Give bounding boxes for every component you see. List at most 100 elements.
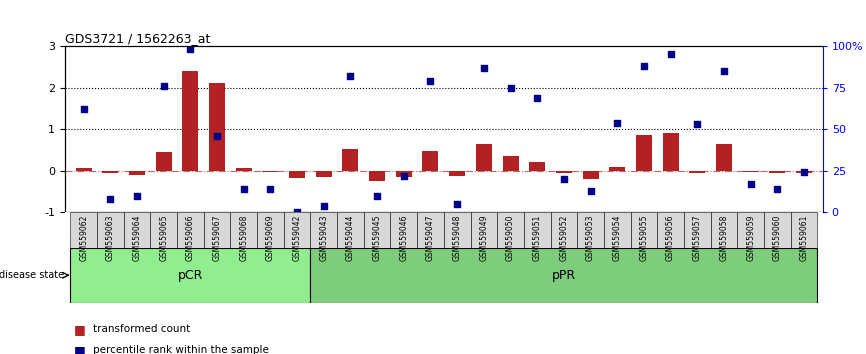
Bar [289, 171, 305, 178]
Bar [662, 133, 679, 171]
Text: GSM559048: GSM559048 [453, 214, 462, 261]
Point [584, 188, 598, 194]
Text: GSM559054: GSM559054 [613, 214, 622, 261]
Text: GSM559068: GSM559068 [239, 214, 249, 261]
Bar [391, 212, 417, 248]
Text: GSM559059: GSM559059 [746, 214, 755, 261]
Bar [396, 171, 412, 177]
Point [423, 78, 437, 84]
Point [717, 68, 731, 74]
Text: GSM559043: GSM559043 [320, 214, 328, 261]
Text: ■: ■ [74, 344, 86, 354]
Text: GSM559042: GSM559042 [293, 214, 301, 261]
Text: GSM559058: GSM559058 [720, 214, 728, 261]
Point [210, 133, 224, 139]
Text: GSM559062: GSM559062 [79, 214, 88, 261]
Bar [97, 212, 124, 248]
Bar [630, 212, 657, 248]
Point [157, 83, 171, 89]
Point [637, 63, 651, 69]
Point [557, 176, 571, 182]
Text: GSM559053: GSM559053 [586, 214, 595, 261]
Text: pCR: pCR [178, 269, 203, 282]
Bar [310, 212, 337, 248]
Text: GSM559061: GSM559061 [799, 214, 809, 261]
Bar [737, 212, 764, 248]
Bar [70, 212, 97, 248]
Text: GDS3721 / 1562263_at: GDS3721 / 1562263_at [65, 32, 210, 45]
Text: GSM559056: GSM559056 [666, 214, 675, 261]
Text: pPR: pPR [552, 269, 576, 282]
Bar [657, 212, 684, 248]
Bar [209, 84, 225, 171]
Bar [156, 152, 171, 171]
Bar [764, 212, 791, 248]
Point [77, 107, 91, 112]
Text: GSM559069: GSM559069 [266, 214, 275, 261]
Point [690, 121, 704, 127]
Bar [689, 171, 705, 173]
Bar [769, 171, 785, 173]
Bar [743, 171, 759, 172]
Point [290, 210, 304, 215]
Bar [610, 167, 625, 171]
Text: ■: ■ [74, 323, 86, 336]
Point [317, 203, 331, 209]
Bar [716, 144, 732, 171]
Text: GSM559046: GSM559046 [399, 214, 408, 261]
Point [236, 186, 250, 192]
Bar [310, 248, 818, 303]
Text: GSM559045: GSM559045 [372, 214, 382, 261]
Text: GSM559050: GSM559050 [506, 214, 515, 261]
Bar [578, 212, 604, 248]
Bar [183, 71, 198, 171]
Bar [369, 171, 385, 181]
Point [530, 95, 544, 101]
Point [103, 196, 117, 202]
Bar [284, 212, 310, 248]
Point [184, 46, 197, 52]
Bar [604, 212, 630, 248]
Text: GSM559066: GSM559066 [186, 214, 195, 261]
Bar [316, 171, 332, 177]
Bar [711, 212, 737, 248]
Text: GSM559052: GSM559052 [559, 214, 568, 261]
Point [477, 65, 491, 70]
Text: transformed count: transformed count [93, 324, 190, 334]
Text: GSM559055: GSM559055 [639, 214, 649, 261]
Point [611, 120, 624, 125]
Bar [524, 212, 551, 248]
Bar [583, 171, 598, 179]
Bar [236, 168, 252, 171]
Bar [796, 171, 812, 173]
Point [797, 170, 811, 175]
Bar [791, 212, 818, 248]
Bar [337, 212, 364, 248]
Text: GSM559051: GSM559051 [533, 214, 542, 261]
Bar [684, 212, 711, 248]
Text: GSM559064: GSM559064 [132, 214, 141, 261]
Bar [443, 212, 470, 248]
Text: GSM559060: GSM559060 [772, 214, 782, 261]
Bar [470, 212, 497, 248]
Point [663, 51, 677, 57]
Point [344, 73, 358, 79]
Bar [497, 212, 524, 248]
Bar [529, 162, 546, 171]
Point [504, 85, 518, 91]
Text: GSM559049: GSM559049 [480, 214, 488, 261]
Bar [364, 212, 391, 248]
Bar [75, 168, 92, 171]
Bar [502, 156, 519, 171]
Bar [129, 171, 145, 175]
Bar [177, 212, 204, 248]
Text: GSM559063: GSM559063 [106, 214, 115, 261]
Bar [556, 171, 572, 173]
Bar [230, 212, 257, 248]
Text: GSM559067: GSM559067 [212, 214, 222, 261]
Point [744, 181, 758, 187]
Point [771, 186, 785, 192]
Point [370, 193, 384, 199]
Point [130, 193, 144, 199]
Point [263, 186, 277, 192]
